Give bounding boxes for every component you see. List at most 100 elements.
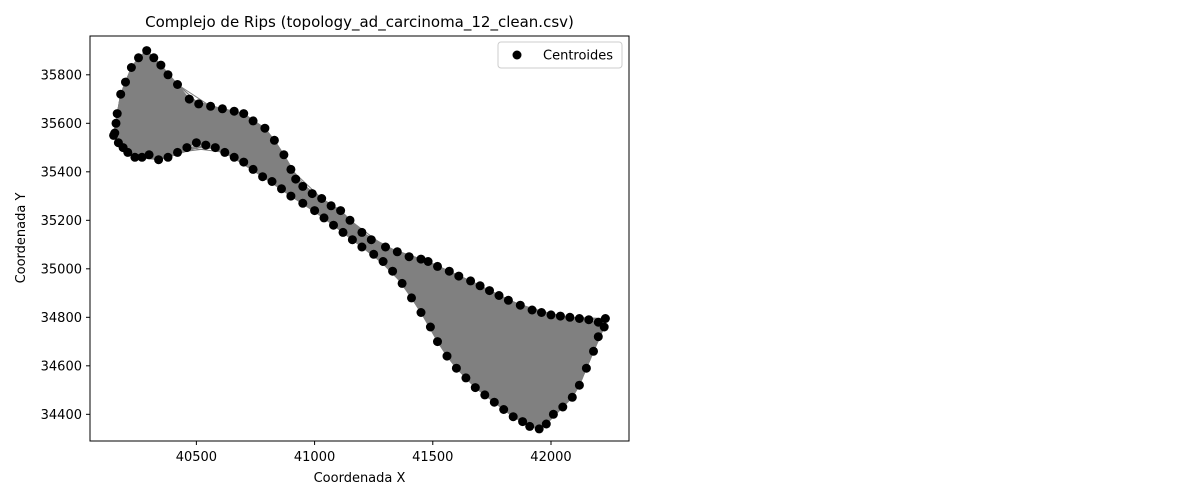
rips-edge bbox=[233, 113, 245, 158]
y-tick-label: 35000 bbox=[41, 262, 82, 277]
centroid-point bbox=[416, 254, 426, 264]
centroid-point bbox=[149, 53, 159, 63]
rips-edge bbox=[177, 84, 211, 107]
rips-edge bbox=[188, 99, 197, 143]
centroid-point bbox=[130, 152, 140, 162]
centroid-point bbox=[466, 276, 476, 286]
rips-edge bbox=[252, 168, 296, 180]
rips-edge bbox=[262, 140, 275, 177]
centroid-point bbox=[567, 392, 577, 402]
centroid-point bbox=[347, 235, 357, 245]
centroid-point bbox=[163, 152, 173, 162]
centroid-point bbox=[444, 266, 454, 276]
rips-edge bbox=[252, 140, 275, 170]
centroid-point bbox=[217, 104, 227, 114]
centroid-point bbox=[480, 390, 490, 400]
centroid-point bbox=[546, 310, 556, 320]
rips-edge bbox=[411, 258, 422, 299]
rips-edge bbox=[125, 57, 155, 83]
rips-edge bbox=[195, 103, 200, 143]
rips-edge bbox=[243, 154, 284, 163]
centroid-point bbox=[156, 60, 166, 70]
centroid-point bbox=[589, 346, 598, 356]
centroid-point bbox=[248, 116, 258, 126]
centroid-point bbox=[137, 152, 147, 162]
rips-edge bbox=[262, 154, 285, 178]
centroid-point bbox=[229, 106, 239, 116]
y-axis-ticks: 34400 34600 34800 35000 35200 35400 35600 35800 bbox=[41, 68, 90, 423]
rips-edge bbox=[562, 367, 587, 408]
centroid-point bbox=[407, 293, 416, 303]
rips-edge bbox=[243, 120, 254, 163]
centroid-point bbox=[494, 291, 504, 300]
rips-edge bbox=[333, 224, 372, 241]
centroid-point bbox=[126, 63, 136, 72]
x-axis-ticks: 40500 41000 41500 42000 bbox=[176, 441, 572, 465]
centroid-point bbox=[239, 157, 249, 167]
plot-frame bbox=[89, 35, 630, 442]
centroid-point bbox=[184, 94, 194, 104]
chart-title: Complejo de Rips (topology_ad_carcinoma_… bbox=[145, 13, 574, 32]
centroid-point bbox=[310, 206, 320, 216]
centroid-point bbox=[541, 419, 551, 429]
x-tick-label: 40500 bbox=[176, 450, 217, 465]
centroid-point bbox=[307, 189, 317, 199]
rips-edge bbox=[578, 318, 594, 352]
y-tick-label: 35400 bbox=[41, 165, 82, 180]
x-axis-label: Coordenada X bbox=[314, 471, 406, 486]
centroid-point bbox=[527, 305, 537, 315]
rips-edge bbox=[214, 110, 235, 148]
rips-edge bbox=[214, 113, 245, 148]
centroid-point bbox=[537, 308, 546, 317]
centroid-point bbox=[593, 332, 603, 342]
centroid-point bbox=[194, 99, 204, 109]
legend-marker bbox=[512, 50, 522, 60]
y-tick-label: 35600 bbox=[41, 117, 82, 132]
centroid-point bbox=[489, 397, 499, 407]
rips-edge bbox=[314, 210, 351, 221]
legend-box bbox=[497, 41, 623, 69]
centroid-point bbox=[298, 198, 308, 208]
rips-edge bbox=[186, 103, 200, 148]
rips-edge bbox=[243, 139, 275, 163]
centroid-point bbox=[229, 152, 239, 162]
centroid-point bbox=[298, 181, 308, 191]
centroid-point bbox=[515, 300, 525, 310]
rips-edge bbox=[252, 154, 285, 170]
centroid-point bbox=[433, 337, 442, 347]
rips-edge bbox=[138, 57, 169, 76]
centroid-point bbox=[191, 138, 201, 148]
centroid-point bbox=[248, 164, 258, 174]
centroid-point bbox=[317, 194, 327, 203]
centroid-point bbox=[210, 143, 220, 153]
centroid-point bbox=[112, 109, 122, 119]
centroid-point bbox=[534, 424, 544, 434]
rips-edge bbox=[333, 224, 363, 233]
centroid-point bbox=[548, 409, 558, 419]
centroid-point bbox=[326, 201, 336, 211]
rips-edge bbox=[198, 103, 207, 146]
centroid-point bbox=[565, 312, 575, 322]
rips-edge bbox=[125, 64, 162, 83]
centroid-points bbox=[109, 46, 610, 434]
rips-edge bbox=[323, 217, 363, 233]
rips-edge bbox=[290, 195, 322, 199]
rips-edge bbox=[149, 147, 187, 156]
centroid-point bbox=[111, 118, 121, 128]
centroid-point bbox=[206, 101, 216, 111]
rips-edge bbox=[115, 122, 143, 158]
rips-edge bbox=[131, 67, 169, 76]
rips-edge bbox=[224, 120, 254, 153]
rips-edge bbox=[361, 246, 398, 253]
centroid-point bbox=[508, 412, 518, 422]
rips-edge bbox=[569, 316, 599, 338]
centroid-point bbox=[425, 322, 435, 332]
centroid-point bbox=[291, 174, 301, 184]
centroid-point bbox=[329, 220, 338, 230]
rips-edge bbox=[125, 74, 169, 83]
centroid-point bbox=[338, 227, 348, 237]
y-tick-label: 35200 bbox=[41, 214, 82, 229]
centroid-point bbox=[423, 257, 433, 266]
rips-edge bbox=[131, 64, 161, 68]
